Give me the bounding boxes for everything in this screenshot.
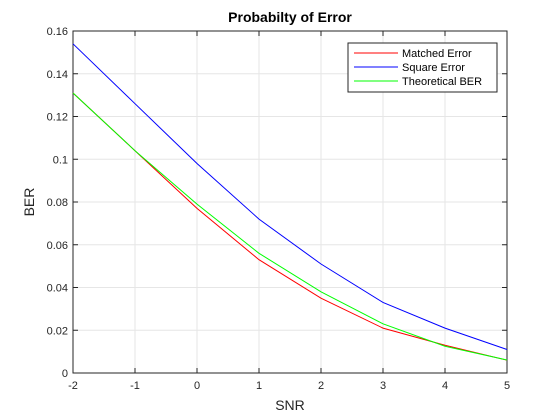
x-tick-label: 4 bbox=[442, 380, 448, 392]
y-tick-label: 0.14 bbox=[47, 69, 68, 81]
x-tick-label: 5 bbox=[504, 380, 510, 392]
series-group bbox=[72, 43, 508, 361]
x-tick-label: -2 bbox=[68, 380, 78, 392]
y-tick-label: 0.12 bbox=[47, 112, 68, 124]
y-tick-label: 0.08 bbox=[47, 197, 68, 209]
series-line-square-error bbox=[72, 43, 508, 350]
y-axis-label: BER bbox=[21, 188, 37, 217]
x-tick-label: -1 bbox=[130, 380, 140, 392]
x-tick-label: 0 bbox=[194, 380, 200, 392]
axes-box bbox=[72, 30, 508, 374]
x-tick-label: 2 bbox=[318, 380, 324, 392]
axes: -2 -1 0 1 2 3 4 5 0 0.02 0.04 0.06 0.08 0.1 0.12 0.14 0.… bbox=[47, 26, 510, 392]
y-tick-label: 0 bbox=[62, 368, 68, 380]
y-tick-label: 0.02 bbox=[47, 325, 68, 337]
x-tick-label: 3 bbox=[380, 380, 386, 392]
x-axis-label: SNR bbox=[275, 397, 305, 413]
legend-entry-theoretical-ber: Theoretical BER bbox=[402, 76, 482, 88]
y-tick-label: 0.06 bbox=[47, 240, 68, 252]
y-tick-label: 0.16 bbox=[47, 26, 68, 38]
y-tick-label: 0.04 bbox=[47, 283, 68, 295]
legend: Matched Error Square Error Theoretical BER bbox=[347, 42, 498, 93]
x-tick-label: 1 bbox=[256, 380, 262, 392]
chart-title: Probabilty of Error bbox=[228, 9, 352, 25]
y-tick-label: 0.1 bbox=[53, 154, 68, 166]
legend-entry-matched-error: Matched Error bbox=[402, 48, 472, 60]
legend-entry-square-error: Square Error bbox=[402, 62, 465, 74]
series-line-theoretical-ber bbox=[72, 92, 508, 361]
